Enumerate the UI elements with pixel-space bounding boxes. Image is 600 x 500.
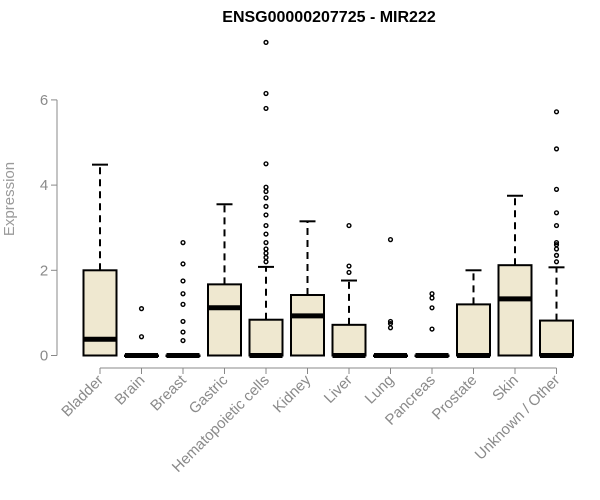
outlier-point bbox=[553, 240, 560, 246]
outlier-point bbox=[263, 39, 269, 45]
box-iqr bbox=[207, 283, 242, 357]
outlier-point bbox=[138, 334, 145, 340]
outlier-point bbox=[263, 259, 269, 265]
outlier-point bbox=[180, 329, 186, 335]
chart-title: ENSG00000207725 - MIR222 bbox=[222, 9, 436, 26]
outlier-point bbox=[429, 326, 435, 332]
box-iqr bbox=[497, 264, 533, 357]
boxes-layer bbox=[82, 39, 574, 358]
box-group bbox=[248, 39, 284, 358]
outlier-point bbox=[263, 212, 269, 218]
box-group bbox=[82, 163, 118, 357]
outlier-point bbox=[180, 291, 186, 297]
outlier-point bbox=[553, 109, 560, 115]
outlier-point bbox=[263, 246, 269, 252]
box-iqr bbox=[456, 303, 491, 357]
outlier-point bbox=[263, 188, 269, 195]
x-tick-label: Skin bbox=[489, 372, 522, 405]
box-group bbox=[414, 291, 450, 358]
box-group bbox=[331, 222, 367, 358]
box-group bbox=[124, 306, 159, 358]
outlier-point bbox=[346, 222, 352, 229]
box-group bbox=[497, 194, 533, 357]
x-tick-label: Brain bbox=[112, 372, 149, 409]
outlier-point bbox=[387, 318, 394, 325]
outlier-point bbox=[263, 195, 269, 201]
outlier-point bbox=[263, 105, 269, 112]
outlier-point bbox=[263, 161, 269, 167]
outlier-point bbox=[553, 242, 560, 248]
x-tick-label: Prostate bbox=[429, 372, 481, 424]
y-tick-label: 6 bbox=[40, 92, 48, 109]
x-tick-label: Kidney bbox=[270, 371, 315, 416]
box-iqr bbox=[248, 318, 284, 357]
outlier-point bbox=[138, 306, 145, 312]
outlier-point bbox=[387, 325, 394, 331]
outlier-point bbox=[553, 210, 560, 216]
x-tick-label: Liver bbox=[321, 372, 356, 407]
outlier-point bbox=[263, 203, 269, 209]
outlier-point bbox=[429, 305, 435, 311]
axes: 0 2 4 6 bbox=[40, 92, 557, 374]
y-axis-label: Expression bbox=[1, 162, 18, 236]
outlier-point bbox=[180, 261, 186, 267]
x-tick-label: Bladder bbox=[58, 372, 107, 421]
box-iqr bbox=[331, 323, 367, 357]
outlier-point bbox=[387, 320, 394, 327]
outlier-point bbox=[553, 246, 560, 252]
box-group bbox=[207, 203, 242, 357]
outlier-point bbox=[263, 240, 269, 246]
box-iqr bbox=[290, 294, 325, 357]
outlier-point bbox=[180, 318, 186, 325]
outlier-point bbox=[263, 254, 269, 261]
y-tick-label: 2 bbox=[40, 262, 48, 279]
outlier-point bbox=[263, 90, 269, 97]
box-group bbox=[539, 109, 574, 358]
outlier-point bbox=[346, 269, 352, 276]
y-tick-label: 0 bbox=[40, 348, 48, 365]
outlier-point bbox=[553, 146, 560, 152]
outlier-point bbox=[180, 240, 186, 246]
box-group bbox=[373, 237, 408, 358]
box-group bbox=[165, 240, 201, 358]
outlier-point bbox=[263, 222, 269, 229]
outlier-point bbox=[553, 259, 560, 265]
box-iqr bbox=[82, 269, 118, 357]
outlier-point bbox=[387, 237, 394, 243]
box-group bbox=[456, 269, 491, 358]
x-tick-label: Lung bbox=[362, 372, 398, 408]
outlier-point bbox=[429, 291, 435, 297]
outlier-point bbox=[346, 263, 352, 269]
outlier-point bbox=[553, 222, 560, 229]
outlier-point bbox=[263, 184, 269, 190]
outlier-point bbox=[180, 337, 186, 344]
outlier-point bbox=[180, 301, 186, 307]
outlier-point bbox=[553, 252, 560, 258]
x-tick-label: Breast bbox=[147, 371, 190, 414]
outlier-point bbox=[429, 295, 435, 301]
box-iqr bbox=[539, 319, 574, 357]
box-group bbox=[290, 220, 325, 357]
outlier-point bbox=[553, 186, 560, 192]
outlier-point bbox=[263, 231, 269, 237]
y-tick-label: 4 bbox=[40, 177, 48, 194]
outlier-point bbox=[180, 278, 186, 284]
outlier-point bbox=[263, 250, 269, 256]
